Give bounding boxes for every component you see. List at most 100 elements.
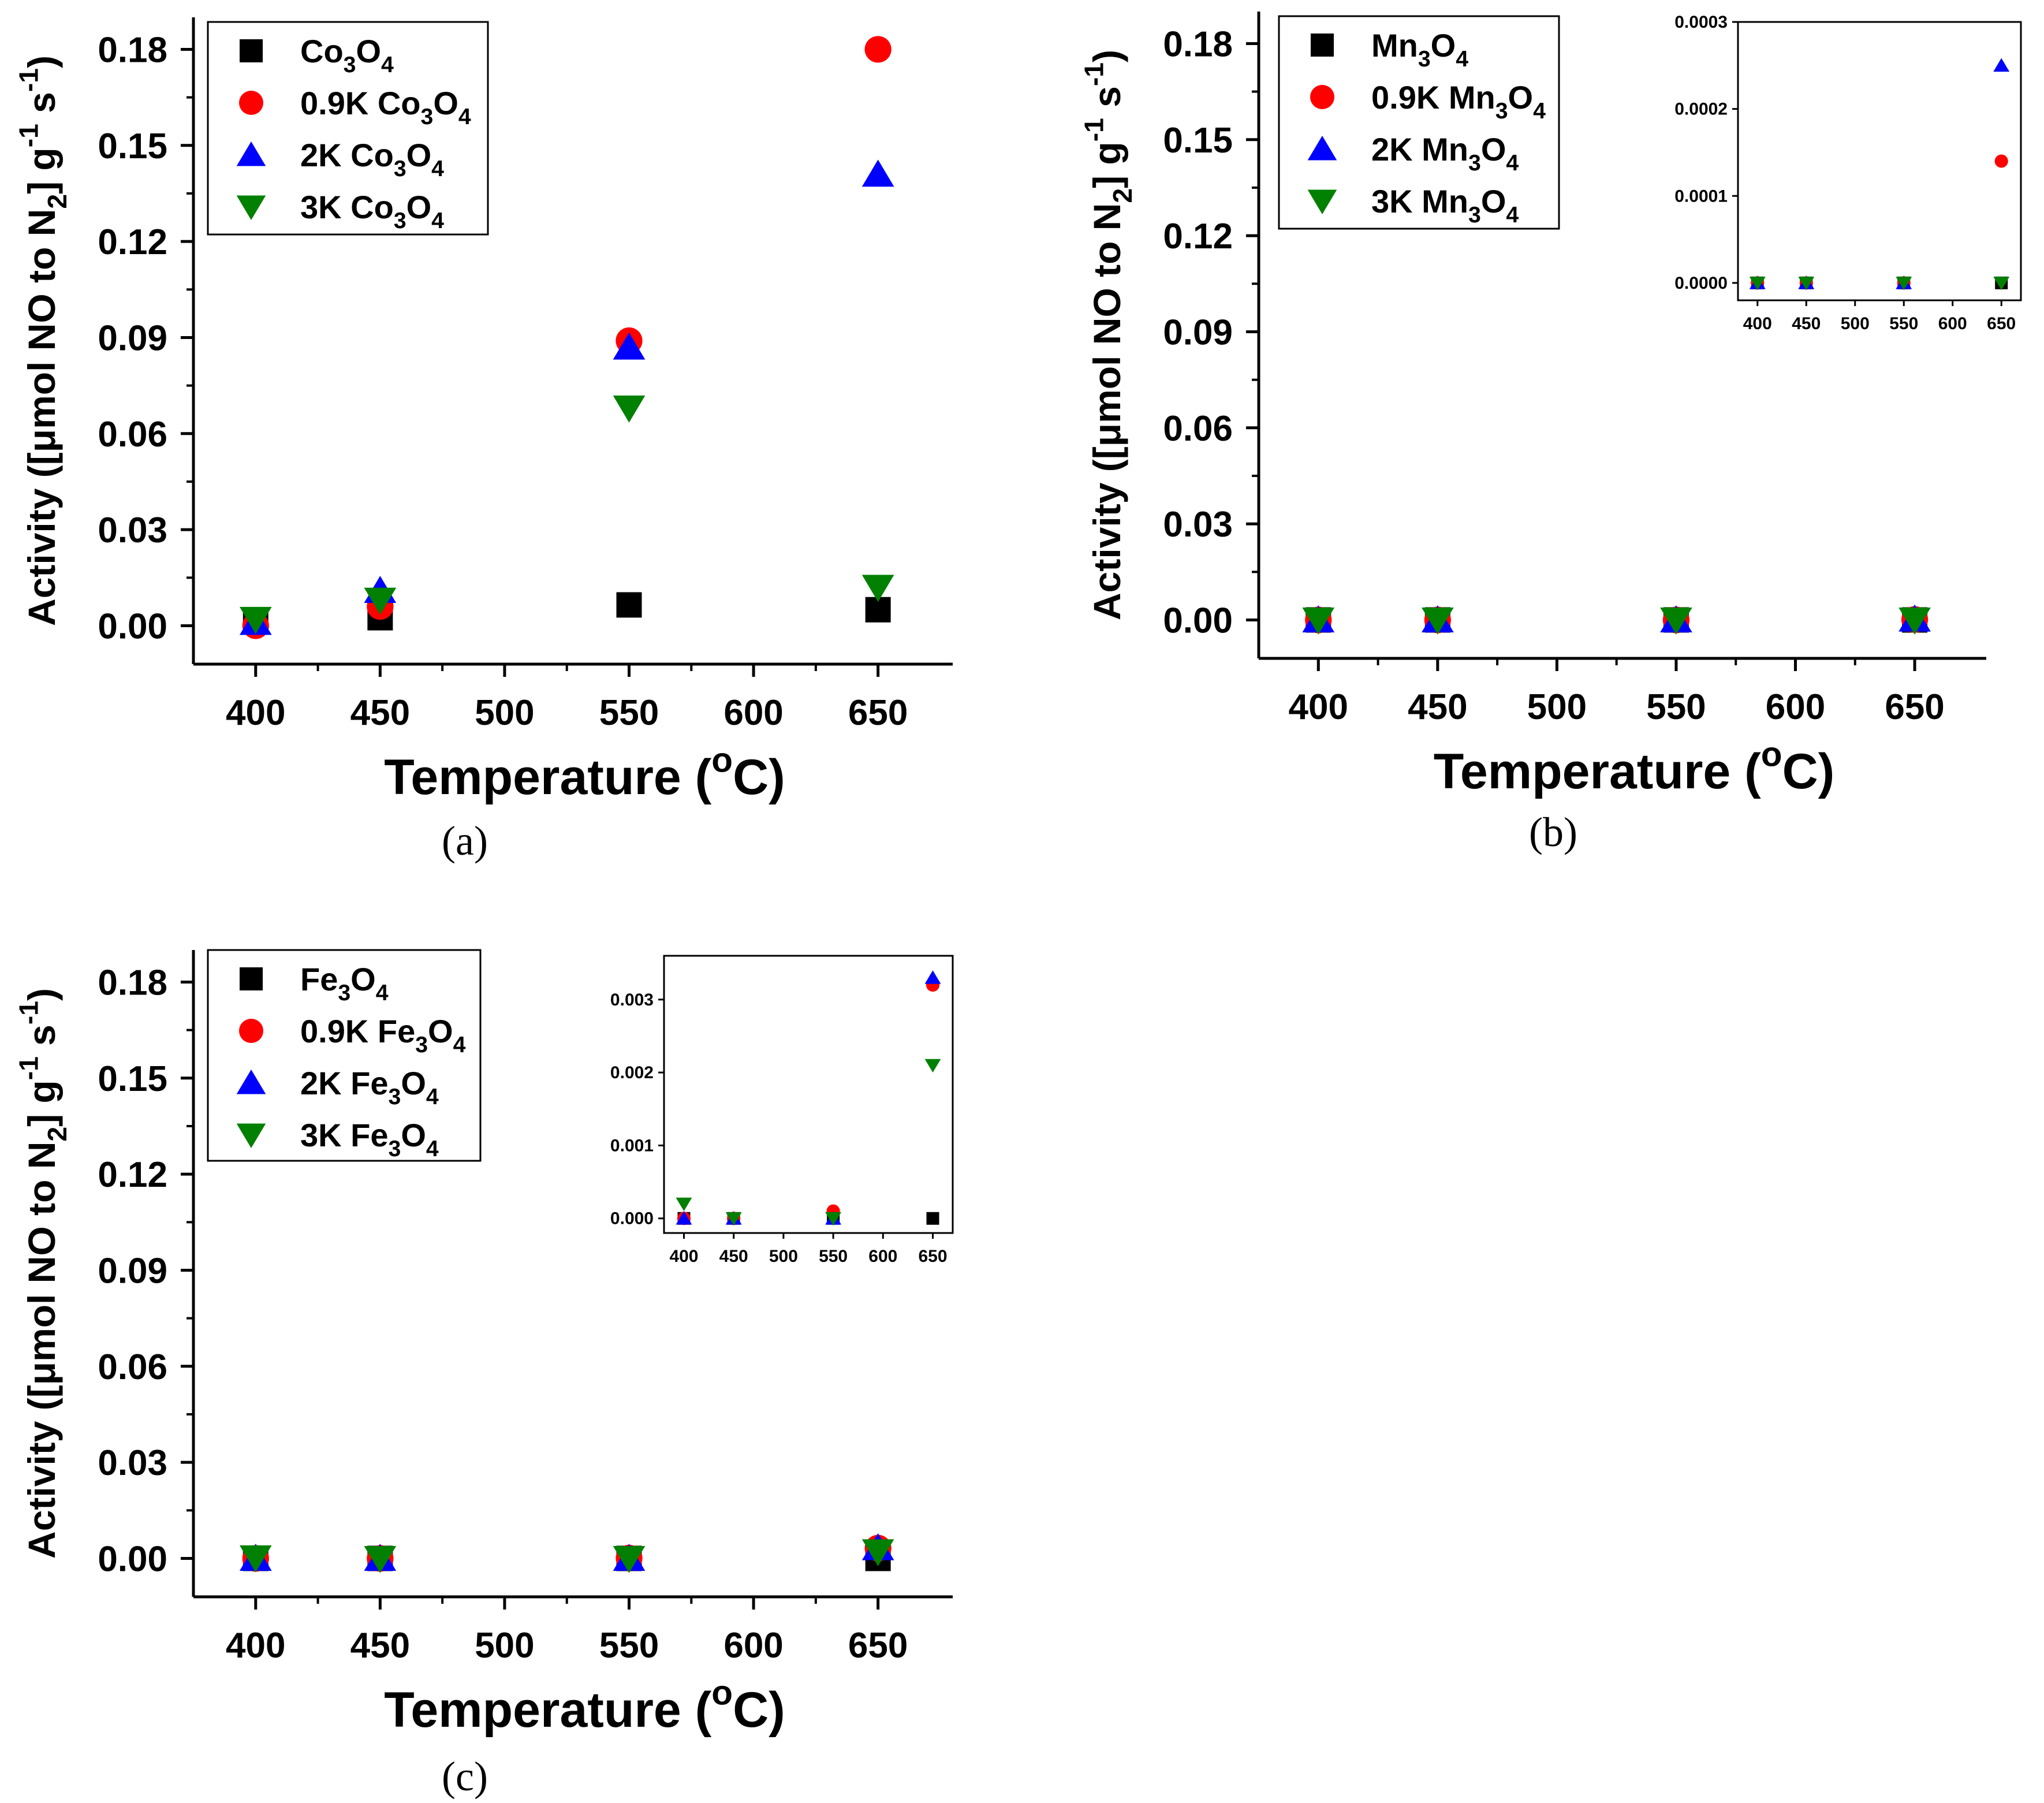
y-tick-label: 0.06	[1163, 409, 1233, 449]
inset-y-tick-label: 0.0002	[1674, 100, 1728, 119]
inset-y-tick-label: 0.002	[610, 1063, 654, 1082]
inset-x-tick-label: 450	[1792, 314, 1821, 333]
panel-label: (a)	[442, 818, 488, 864]
legend-marker	[236, 1123, 266, 1148]
y-tick-label: 0.18	[98, 963, 167, 1003]
legend-entry: Mn3O4	[1371, 27, 1468, 72]
inset-x-tick-label: 600	[1938, 314, 1967, 333]
x-tick-label: 400	[226, 693, 285, 733]
inset-x-tick-label: 500	[769, 1247, 798, 1266]
y-tick-label: 0.06	[98, 415, 167, 455]
data-point	[861, 159, 894, 187]
x-tick-label: 550	[599, 1626, 659, 1666]
x-tick-label: 600	[723, 1626, 783, 1666]
legend-entry: 0.9K Co3O4	[300, 85, 471, 129]
legend-entry: 3K Mn3O4	[1371, 183, 1519, 228]
inset-data-point	[1798, 277, 1815, 290]
inset-data-point	[825, 1212, 842, 1226]
legend-marker	[1307, 189, 1337, 214]
x-tick-label: 400	[226, 1626, 285, 1666]
inset-y-tick-label: 0.001	[610, 1136, 654, 1155]
legend-marker	[236, 1070, 266, 1094]
legend-marker	[240, 39, 263, 62]
inset-data-point	[926, 1212, 939, 1225]
y-tick-label: 0.06	[98, 1347, 167, 1387]
data-point	[861, 575, 894, 602]
data-point	[613, 332, 646, 360]
data-point	[364, 587, 397, 615]
x-tick-label: 500	[1527, 687, 1587, 727]
data-point	[1422, 607, 1454, 635]
legend-entry: 2K Mn3O4	[1371, 131, 1519, 176]
legend-entry: Fe3O4	[300, 961, 389, 1005]
y-tick-label: 0.00	[98, 1539, 167, 1579]
data-point	[613, 1545, 646, 1573]
x-tick-label: 650	[1885, 687, 1944, 727]
legend-marker	[1311, 33, 1334, 57]
y-axis-title: Activity ([μmol NO to N2] g-1 s-1)	[13, 988, 72, 1559]
inset-x-tick-label: 500	[1841, 314, 1870, 333]
chart-panel-c: 400 450 500 550 600 650 0.00 0.03 0.06 0.09 0.12 0.…	[13, 949, 954, 1800]
legend-marker	[236, 195, 266, 220]
data-point	[861, 1539, 894, 1567]
inset-x-tick-label: 400	[669, 1247, 698, 1266]
inset-frame	[1737, 21, 2022, 301]
legend-marker	[236, 141, 266, 166]
x-tick-label: 450	[350, 1626, 410, 1666]
y-tick-label: 0.09	[98, 1251, 167, 1291]
y-axis-title: Activity ([μmol NO to N2] g-1 s-1)	[13, 55, 72, 626]
data-point	[364, 1545, 397, 1573]
y-tick-label: 0.03	[98, 511, 167, 550]
y-tick-label: 0.09	[1163, 312, 1233, 352]
legend-entry: Co3O4	[300, 33, 394, 77]
x-axis-title: Temperature (oC)	[1434, 735, 1835, 799]
inset-x-tick-label: 550	[819, 1247, 848, 1266]
inset-y-tick-label: 0.003	[610, 990, 654, 1009]
inset-frame	[663, 955, 954, 1234]
x-axis-title: Temperature (oC)	[384, 740, 785, 805]
legend-entry: 3K Co3O4	[300, 189, 444, 233]
inset-x-tick-label: 650	[1987, 314, 2016, 333]
data-point	[616, 592, 642, 618]
y-tick-label: 0.15	[98, 126, 167, 166]
legend-marker	[239, 1019, 263, 1043]
y-tick-label: 0.18	[1163, 24, 1233, 64]
inset-y-tick-label: 0.0001	[1674, 187, 1728, 206]
inset-data-point	[924, 1059, 941, 1073]
inset-x-tick-label: 450	[719, 1247, 748, 1266]
y-tick-label: 0.12	[98, 1155, 167, 1195]
inset-data-point	[1896, 277, 1912, 290]
x-tick-label: 650	[848, 693, 908, 733]
data-point	[864, 36, 892, 63]
data-point	[1302, 607, 1335, 635]
y-tick-label: 0.03	[98, 1443, 167, 1483]
legend-entry: 2K Co3O4	[300, 137, 444, 181]
inset-y-tick-label: 0.000	[610, 1209, 654, 1228]
inset-data-point	[676, 1211, 692, 1225]
x-tick-label: 500	[475, 1626, 534, 1666]
legend-entry: 0.9K Fe3O4	[300, 1013, 466, 1057]
inset-data-point	[676, 1197, 692, 1212]
chart-panel-b: 400 450 500 550 600 650 0.00 0.03 0.06 0.09 0.12 0.…	[1079, 12, 2022, 855]
inset-y-tick-label: 0.0003	[1674, 13, 1728, 32]
inset-chart: 400 450 500 550 600 650 0.000 0.001 0.002 0.003	[610, 955, 954, 1266]
legend-marker	[1307, 136, 1337, 161]
x-tick-label: 650	[848, 1626, 908, 1666]
x-tick-label: 600	[1766, 687, 1825, 727]
x-tick-label: 400	[1289, 687, 1348, 727]
x-tick-label: 450	[350, 693, 410, 733]
panel-label: (b)	[1529, 809, 1577, 855]
y-tick-label: 0.12	[98, 222, 167, 262]
data-point	[239, 1545, 272, 1573]
inset-x-tick-label: 550	[1889, 314, 1918, 333]
y-tick-label: 0.18	[98, 30, 167, 70]
y-tick-label: 0.15	[1163, 121, 1233, 161]
data-point	[239, 606, 272, 634]
y-tick-label: 0.03	[1163, 505, 1233, 545]
inset-x-tick-label: 600	[868, 1247, 897, 1266]
legend-marker	[240, 967, 263, 990]
inset-data-point	[1994, 154, 2008, 168]
data-point	[1898, 607, 1931, 635]
inset-data-point	[1993, 277, 2010, 290]
